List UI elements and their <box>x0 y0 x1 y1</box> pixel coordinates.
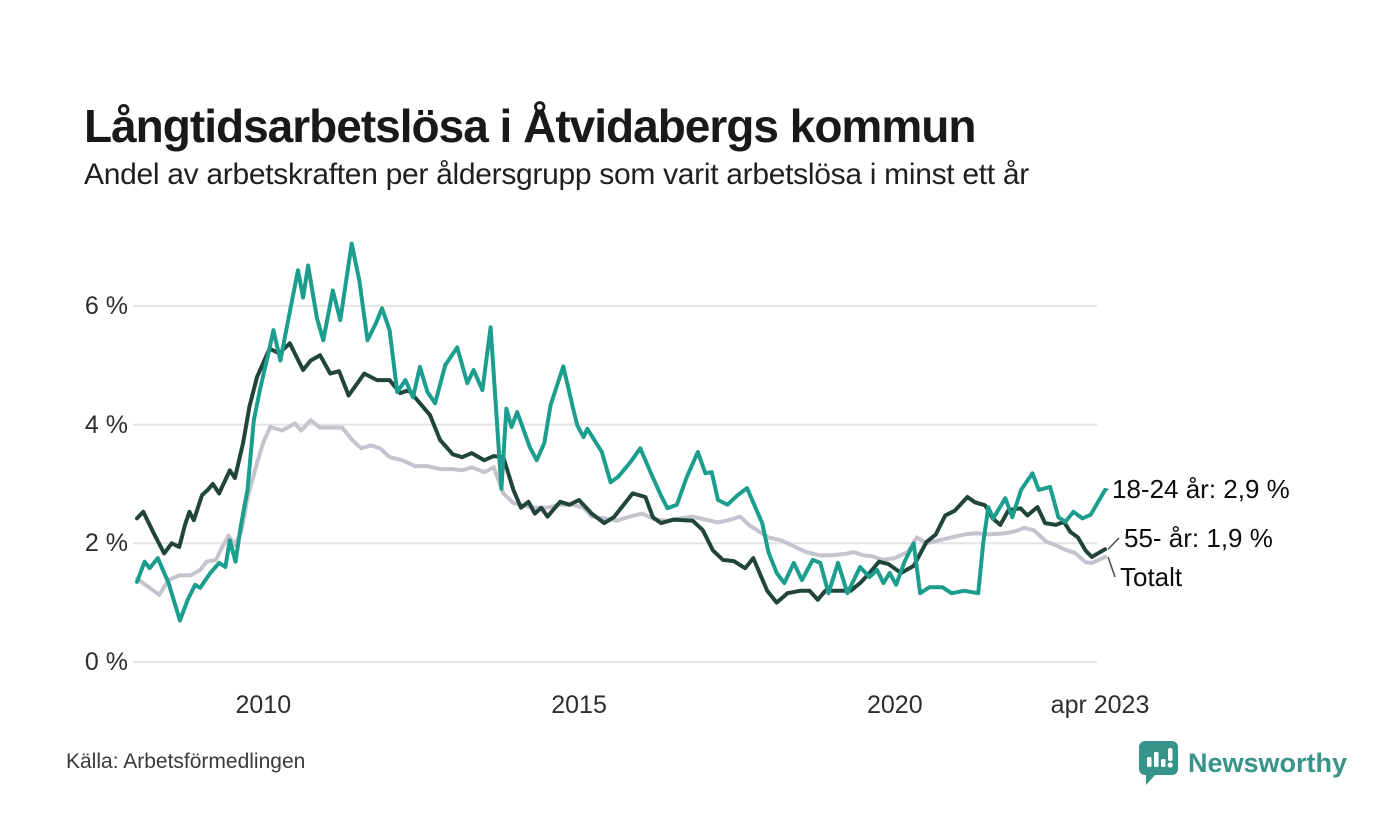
newsworthy-wordmark: Newsworthy <box>1188 747 1348 778</box>
page-title: Långtidsarbetslösa i Åtvidabergs kommun <box>84 99 976 152</box>
x-tick-label-2015: 2015 <box>551 691 607 719</box>
series-line-18-24-år <box>135 241 1108 623</box>
series-line-Totalt <box>135 418 1108 597</box>
newsworthy-logo-icon <box>1139 741 1178 785</box>
x-tick-label-apr-2023: apr 2023 <box>1050 691 1150 719</box>
x-tick-label-2020: 2020 <box>866 691 923 719</box>
series-label-55--år: 55- år: 1,9 % <box>1124 523 1273 553</box>
label-connector-18-24-år <box>1106 488 1109 491</box>
series-label-Totalt: Totalt <box>1120 562 1183 592</box>
y-tick-label-2: 2 % <box>84 529 128 558</box>
y-tick-label-6: 6 % <box>84 291 128 320</box>
series-label-18-24-år: 18-24 år: 2,9 % <box>1112 474 1290 504</box>
y-tick-label-4: 4 % <box>84 410 128 439</box>
source-note: Källa: Arbetsförmedlingen <box>66 750 306 773</box>
page-subtitle: Andel av arbetskraften per åldersgrupp s… <box>84 158 1029 191</box>
series-line-55--år <box>135 341 1108 605</box>
label-connector-Totalt <box>1107 556 1116 578</box>
newsworthy-brand: Newsworthy <box>1138 740 1347 786</box>
label-connector-55--år <box>1107 537 1120 550</box>
x-tick-label-2010: 2010 <box>235 691 292 719</box>
y-tick-label-0: 0 % <box>84 648 128 676</box>
